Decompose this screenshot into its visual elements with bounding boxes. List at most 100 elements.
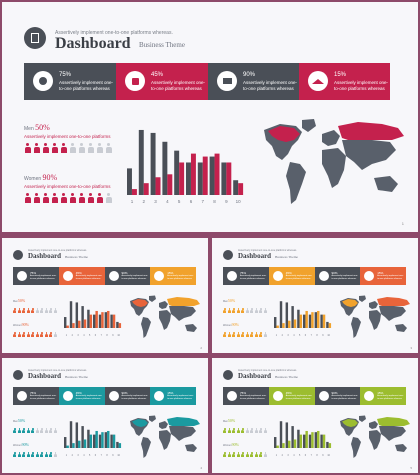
x-tick-label: 10 [327,335,330,337]
person-icon [42,143,49,153]
stat-men: Men 50% [24,123,50,132]
x-tick-label: 8 [213,199,216,204]
person-icon [78,193,85,203]
like-icon [125,71,145,91]
bar-series2-8 [317,310,320,328]
bar-series1-3 [285,302,289,328]
person-icon [241,332,245,337]
x-tick-label: 3 [287,455,289,457]
person-icon [13,452,17,457]
men-pictogram [223,308,268,313]
thumbnail-slide-2[interactable]: Assertively implement one-to-one platfor… [212,238,418,353]
bar-series2-4 [293,319,297,328]
person-icon [263,332,268,337]
bar-series1-9 [110,314,113,328]
person-icon [35,308,40,313]
stat-women-pct: 90% [231,322,239,327]
person-icon [35,332,40,337]
thumbnail-slide-4[interactable]: Assertively implement one-to-one platfor… [212,358,418,473]
kpi-text-2: Assertively implement one-to-one platfor… [75,395,103,400]
map-africa [322,148,346,188]
book-icon [31,33,39,43]
stat-women-pct: 90% [42,173,58,182]
folder-icon [318,271,329,281]
x-tick-label: 1 [276,455,278,457]
person-icon [42,193,49,203]
page-subtitle: Business Theme [65,375,88,379]
thumbnail-slide-3[interactable]: Assertively implement one-to-one platfor… [2,358,208,473]
person-icon [245,428,250,433]
kpi-banner: 75% Assertively implement one-to-one pla… [24,63,390,100]
bar-series1-3 [75,302,79,328]
bar-series1-9 [320,314,323,328]
kpi-tile-2: 45% Assertively implement one-to-one plat… [268,267,315,285]
bar-series2-7 [101,432,104,448]
bar-series1-4 [291,426,294,448]
bar-series2-9 [322,314,326,328]
map-south-america [286,162,306,204]
person-icon [17,308,22,313]
x-tick-label: 5 [178,199,181,204]
bar-series1-7 [308,434,312,448]
bar-series1-9 [221,162,227,195]
stat-men-text: Assertively implement one-to-one platfor… [24,134,111,139]
page-number: 5 [410,466,412,470]
person-icon [13,308,17,313]
x-tick-label: 8 [106,455,108,457]
bar-series1-5 [87,309,90,328]
bar-series2-10 [328,443,332,448]
kpi-pct-1: 75% [30,391,37,395]
stat-men: Men50% [223,298,235,303]
kpi-banner: 75% Assertively implement one-to-one plat… [13,267,196,285]
main-slide[interactable]: Assertively implement one-to-one platfor… [2,2,418,232]
x-tick-label: 1 [131,199,134,204]
person-icon [26,308,31,313]
bar-series1-1 [127,168,132,195]
x-tick-label: 2 [282,455,284,457]
bar-series2-9 [112,434,116,448]
stat-men-prefix: Men [223,300,228,303]
kpi-text-3: Assertively implement one-to-one platfor… [121,395,148,400]
bar-series2-2 [282,323,285,328]
bar-series2-5 [179,162,185,195]
stat-women: Women90% [13,322,29,327]
world-map [340,295,410,338]
bar-series2-10 [118,443,122,448]
thumbnail-slide-1[interactable]: Assertively implement one-to-one platfor… [2,238,208,353]
bar-series2-10 [118,323,122,328]
tagline: Assertively implement one-to-one platfor… [28,369,87,372]
kpi-text-1: Assertively implement one-to-one platfor… [59,80,114,91]
x-tick-label: 10 [117,335,120,337]
person-icon [40,332,44,337]
person-icon [13,428,17,433]
person-icon [51,143,58,153]
graduation-cap-icon [364,391,375,401]
like-icon [62,271,73,281]
bar-series2-1 [276,325,279,328]
kpi-text-4: Assertively implement one-to-one platfor… [167,275,194,280]
x-tick-label: 7 [101,455,103,457]
x-tick-label: 4 [293,335,295,337]
stat-men-pct: 50% [17,298,26,303]
stat-women: Women90% [223,322,239,327]
page-title: Dashboard [28,252,62,260]
bar-series1-10 [116,441,119,448]
kpi-tile-2: 45% Assertively implement one-to-one plat… [58,387,105,405]
page-subtitle: Business Theme [275,375,298,379]
bar-series2-6 [190,153,196,195]
x-tick-label: 2 [282,335,284,337]
kpi-pct-2: 45% [75,391,82,395]
kpi-text-2: Assertively implement one-to-one platfor… [75,275,103,280]
slide-number-badge [13,250,23,260]
slide-number-badge [13,370,23,380]
page-subtitle: Business Theme [275,255,298,259]
world-map [130,415,200,458]
person-icon [35,452,40,457]
stat-women-prefix: Women [223,444,232,447]
x-tick-label: 3 [287,335,289,337]
bar-series1-7 [308,314,312,328]
person-icon [49,428,53,433]
kpi-tile-3: 90% Assertively implement one-to-one plat… [314,387,361,405]
person-icon [236,428,241,433]
kpi-tile-4: 15% Assertively implement one-to-one plat… [150,387,196,405]
